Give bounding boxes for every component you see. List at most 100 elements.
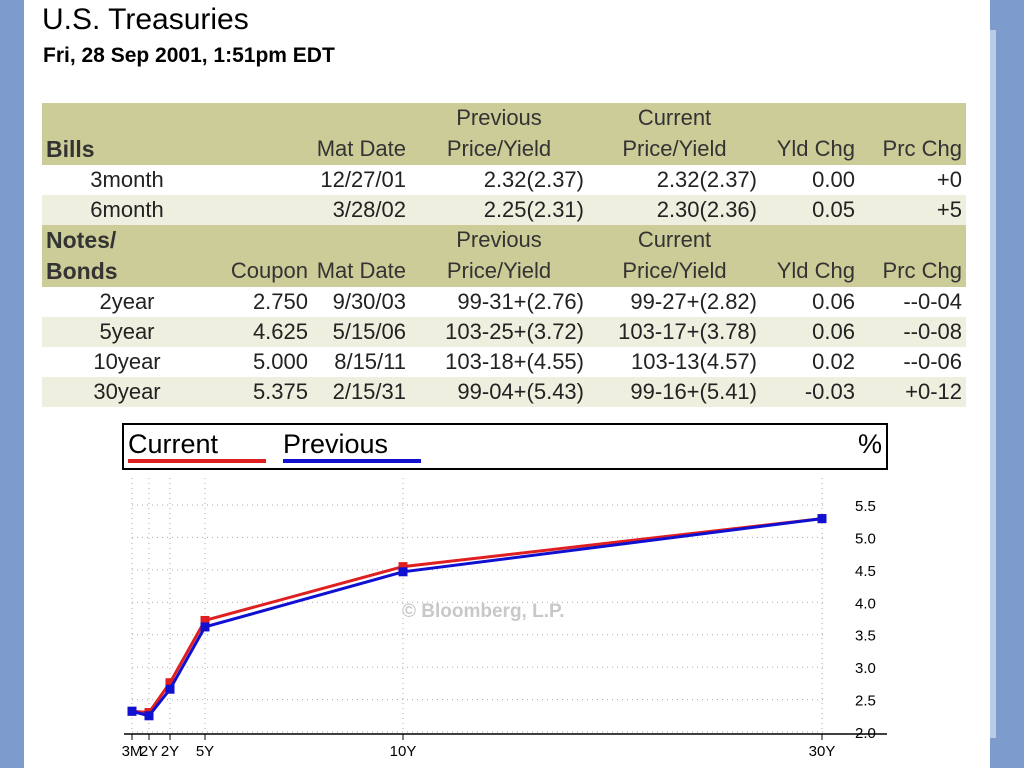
table-row: 6month 3/28/02 2.25(2.31) 2.30(2.36) 0.0… [42,195,966,225]
col-previous-line2: Price/Yield [410,255,588,287]
x-tick-label: 10Y [390,743,417,760]
x-tick-label: 3M [122,743,143,760]
row-mat-date: 9/30/03 [312,287,410,317]
col-yld-chg: Yld Chg [761,255,859,287]
legend-current-label: Current [128,429,219,459]
row-name: 30year [42,377,212,407]
row-current: 103-17+(3.78) [588,317,761,347]
section-bills: Bills [42,133,212,165]
row-mat-date: 8/15/11 [312,347,410,377]
y-tick-label: 2.5 [855,693,876,710]
row-mat-date: 3/28/02 [312,195,410,225]
x-tick-label: 5Y [196,743,214,760]
col-current-line2: Price/Yield [588,133,761,165]
window-frame-edge [990,30,996,738]
row-yld-chg: 0.00 [761,165,859,195]
data-point-previous [200,622,210,632]
col-current-line2: Price/Yield [588,255,761,287]
row-previous: 99-31+(2.76) [410,287,588,317]
col-mat-date: Mat Date [312,255,410,287]
row-previous: 2.25(2.31) [410,195,588,225]
row-current: 103-13(4.57) [588,347,761,377]
legend-previous-label: Previous [283,429,389,459]
col-coupon: Coupon [212,255,312,287]
y-tick-label: 4.0 [855,595,876,612]
row-coupon: 5.375 [212,377,312,407]
section-bonds: Bonds [42,255,212,287]
row-name: 6month [42,195,212,225]
row-mat-date: 12/27/01 [312,165,410,195]
row-name: 3month [42,165,212,195]
data-point-previous [398,567,408,577]
row-prc-chg: +5 [859,195,966,225]
data-point-previous [817,514,827,524]
y-tick-label: 5.5 [855,498,876,515]
row-previous: 103-25+(3.72) [410,317,588,347]
row-name: 10year [42,347,212,377]
x-tick-label: 2Y [140,743,158,760]
page-title: U.S. Treasuries [42,3,249,36]
row-name: 5year [42,317,212,347]
col-previous-line1: Previous [410,225,588,255]
row-coupon: 2.750 [212,287,312,317]
col-current-line1: Current [588,225,761,255]
col-prc-chg: Prc Chg [859,133,966,165]
row-current: 99-27+(2.82) [588,287,761,317]
watermark: © Bloomberg, L.P. [402,601,565,622]
bills-header-row-1: Previous Current [42,103,966,133]
chart-legend: Current Previous % [122,423,888,470]
row-previous: 103-18+(4.55) [410,347,588,377]
col-yld-chg: Yld Chg [761,133,859,165]
notes-header-row-1: Notes/ Previous Current [42,225,966,255]
row-yld-chg: 0.02 [761,347,859,377]
col-previous-line1: Previous [410,103,588,133]
x-tick-label: 30Y [809,743,836,760]
table-row: 3month 12/27/01 2.32(2.37) 2.32(2.37) 0.… [42,165,966,195]
row-mat-date: 5/15/06 [312,317,410,347]
data-point-previous [144,711,154,721]
treasuries-table: Previous Current Bills Mat Date Price/Yi… [42,103,966,407]
x-tick-label: 2Y [161,743,179,760]
row-prc-chg: --0-04 [859,287,966,317]
row-previous: 2.32(2.37) [410,165,588,195]
row-yld-chg: 0.06 [761,287,859,317]
row-current: 2.32(2.37) [588,165,761,195]
row-current: 2.30(2.36) [588,195,761,225]
legend-unit: % [857,429,882,459]
row-coupon: 4.625 [212,317,312,347]
legend-previous-swatch [283,459,421,463]
table-row: 2year 2.750 9/30/03 99-31+(2.76) 99-27+(… [42,287,966,317]
row-yld-chg: 0.05 [761,195,859,225]
treasuries-panel: U.S. Treasuries Fri, 28 Sep 2001, 1:51pm… [24,0,990,768]
row-coupon: 5.000 [212,347,312,377]
data-point-current [200,615,210,625]
col-previous-line2: Price/Yield [410,133,588,165]
row-previous: 99-04+(5.43) [410,377,588,407]
col-current-line1: Current [588,103,761,133]
row-prc-chg: +0 [859,165,966,195]
row-prc-chg: --0-06 [859,347,966,377]
row-current: 99-16+(5.41) [588,377,761,407]
row-yld-chg: 0.06 [761,317,859,347]
row-prc-chg: +0-12 [859,377,966,407]
row-yld-chg: -0.03 [761,377,859,407]
bills-header-row-2: Bills Mat Date Price/Yield Price/Yield Y… [42,133,966,165]
notes-header-row-2: Bonds Coupon Mat Date Price/Yield Price/… [42,255,966,287]
row-name: 2year [42,287,212,317]
col-prc-chg: Prc Chg [859,255,966,287]
row-coupon [212,195,312,225]
section-notes: Notes/ [42,225,212,255]
data-point-previous [127,706,137,716]
page-timestamp: Fri, 28 Sep 2001, 1:51pm EDT [43,44,335,67]
legend-current-swatch [128,459,266,463]
y-tick-label: 3.0 [855,660,876,677]
table-row: 5year 4.625 5/15/06 103-25+(3.72) 103-17… [42,317,966,347]
data-point-current [165,678,175,688]
row-prc-chg: --0-08 [859,317,966,347]
data-point-previous [165,684,175,694]
row-mat-date: 2/15/31 [312,377,410,407]
table-row: 30year 5.375 2/15/31 99-04+(5.43) 99-16+… [42,377,966,407]
row-coupon [212,165,312,195]
y-tick-label: 5.0 [855,530,876,547]
